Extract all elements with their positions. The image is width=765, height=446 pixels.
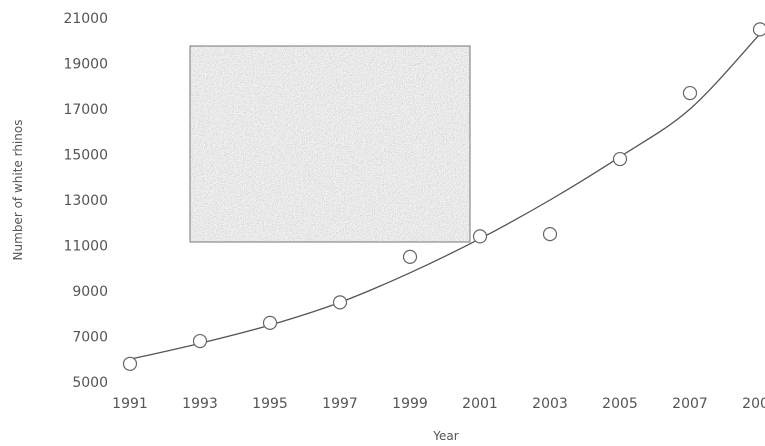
x-tick-label: 2003: [532, 396, 568, 412]
trend-curve: [129, 33, 761, 360]
data-points: [122, 22, 765, 371]
x-tick-label: 1997: [322, 396, 358, 412]
x-tick-label: 2005: [602, 396, 638, 412]
x-tick-label: 2007: [672, 396, 708, 412]
y-tick-label: 7000: [72, 330, 108, 346]
data-point: [192, 333, 208, 349]
y-axis-title: Number of white rhinos: [11, 120, 25, 261]
data-point: [752, 22, 765, 37]
data-point: [262, 315, 278, 330]
data-point: [472, 229, 488, 244]
x-tick-label: 1999: [392, 396, 428, 412]
x-tick-label: 1991: [112, 396, 148, 412]
y-tick-label: 13000: [63, 193, 108, 209]
data-point: [402, 249, 418, 264]
x-tick-label: 2009: [742, 396, 765, 412]
x-tick-label: 2001: [462, 396, 498, 412]
data-point: [542, 227, 558, 242]
y-tick-label: 5000: [72, 375, 108, 391]
data-point: [122, 356, 138, 371]
data-point: [612, 151, 628, 167]
rhino-photo: [189, 45, 471, 243]
y-tick-label: 15000: [63, 148, 108, 164]
x-axis-ticks: 1991 1993 1995 1997 1999 2001 2003 2005 2007 2009: [112, 396, 765, 412]
data-point: [682, 85, 698, 101]
y-tick-label: 17000: [63, 102, 108, 118]
y-tick-label: 19000: [63, 57, 108, 73]
y-tick-label: 21000: [63, 11, 108, 27]
x-tick-label: 1993: [182, 396, 218, 412]
data-point: [332, 295, 348, 310]
y-tick-label: 11000: [63, 239, 108, 255]
x-tick-label: 1995: [252, 396, 288, 412]
x-axis-title: Year: [432, 429, 458, 443]
y-tick-label: 9000: [72, 284, 108, 300]
y-axis-ticks: 5000 7000 9000 11000 13000 15000 17000 19000 210…: [63, 11, 108, 391]
